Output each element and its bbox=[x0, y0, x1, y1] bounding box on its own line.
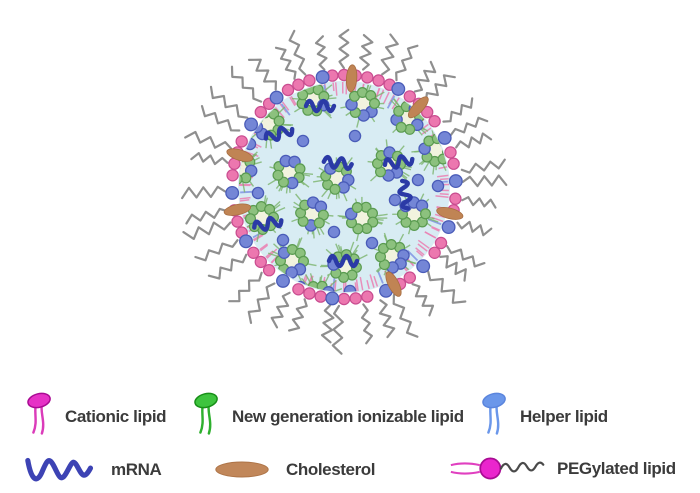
mrna-icon bbox=[25, 457, 94, 482]
legend-item-cholesterol: Cholesterol bbox=[213, 459, 376, 480]
legend-label-cholesterol: Cholesterol bbox=[286, 459, 376, 479]
helper-lipid-icon bbox=[482, 392, 506, 435]
legend-label-ionizable-lipid: New generation ionizable lipid bbox=[232, 406, 464, 426]
peg-corona bbox=[181, 28, 508, 355]
cholesterol-icon bbox=[215, 461, 269, 478]
ionizable-lipid-icon bbox=[194, 392, 218, 435]
legend-label-mrna: mRNA bbox=[111, 460, 162, 479]
cationic-lipid-icon bbox=[27, 392, 51, 435]
legend-item-helper-lipid: Helper lipid bbox=[479, 392, 608, 441]
mrna-layer bbox=[252, 98, 415, 269]
legend-item-ionizable-lipid: New generation ionizable lipid bbox=[191, 392, 464, 441]
membrane-bead-ring bbox=[225, 68, 463, 306]
legend-label-helper-lipid: Helper lipid bbox=[520, 406, 608, 426]
legend-label-pegylated-lipid: PEGylated lipid bbox=[557, 458, 676, 478]
pegylated-lipid-icon bbox=[450, 457, 545, 480]
legend-item-pegylated-lipid: PEGylated lipid bbox=[448, 452, 676, 485]
lipid-nanoparticle-diagram bbox=[181, 28, 508, 355]
legend-item-mrna: mRNA bbox=[24, 451, 162, 489]
legend-label-cationic-lipid: Cationic lipid bbox=[65, 406, 167, 426]
legend-item-cationic-lipid: Cationic lipid bbox=[24, 392, 167, 441]
cholesterol-layer bbox=[223, 64, 464, 297]
